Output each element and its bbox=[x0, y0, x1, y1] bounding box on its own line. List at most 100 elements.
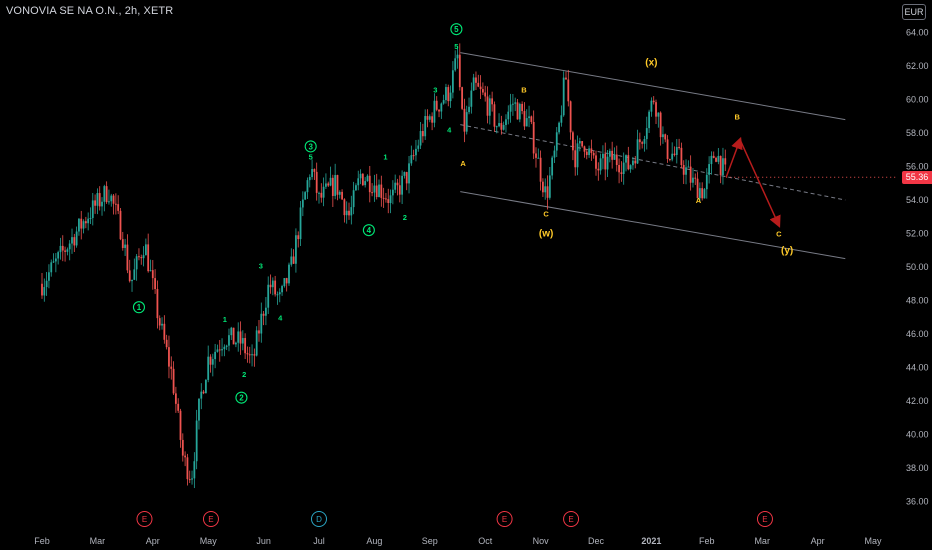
candle-body bbox=[121, 239, 124, 248]
candle-body bbox=[269, 284, 272, 288]
candle-body bbox=[87, 218, 90, 224]
candle-body bbox=[382, 197, 385, 199]
candle-body bbox=[724, 158, 727, 165]
candle-body bbox=[315, 171, 318, 193]
price-axis[interactable]: 64.00 62.00 60.00 58.00 56.00 54.00 52.00 50.00… bbox=[906, 28, 929, 507]
wave-circle bbox=[450, 23, 463, 36]
candle-body bbox=[523, 111, 526, 127]
candle-body bbox=[565, 77, 567, 80]
candle-body bbox=[668, 158, 671, 160]
candle-body bbox=[445, 87, 447, 101]
candle-body bbox=[320, 192, 323, 198]
candle-body bbox=[191, 478, 193, 480]
candle-body bbox=[262, 313, 265, 316]
earnings-event-marker[interactable]: E bbox=[563, 511, 580, 527]
event-letter: E bbox=[208, 515, 213, 524]
candle-body bbox=[387, 199, 390, 203]
candle-body bbox=[168, 347, 170, 367]
wave-label: 2 bbox=[403, 213, 407, 222]
candle-body bbox=[248, 354, 251, 356]
currency-badge[interactable]: EUR bbox=[902, 4, 926, 20]
candle-body bbox=[694, 177, 697, 179]
candle-body bbox=[64, 250, 66, 252]
candle-body bbox=[348, 210, 350, 216]
wave-label: 4 bbox=[367, 226, 372, 235]
candle-body bbox=[378, 184, 380, 198]
candle-body bbox=[48, 272, 50, 281]
candle-body bbox=[211, 359, 214, 365]
candle-body bbox=[525, 118, 528, 127]
candle-body bbox=[276, 294, 279, 296]
candle-body bbox=[343, 199, 346, 216]
event-letter: D bbox=[316, 515, 322, 524]
candle-body bbox=[327, 183, 330, 186]
dividend-event-marker[interactable]: D bbox=[311, 511, 327, 527]
y-tick-label: 46.00 bbox=[906, 329, 929, 339]
candle-body bbox=[304, 192, 307, 200]
candle-body bbox=[599, 158, 602, 171]
candle-body bbox=[479, 86, 482, 90]
candle-body bbox=[666, 139, 669, 159]
earnings-event-marker[interactable]: E bbox=[136, 511, 153, 527]
candle-body bbox=[657, 112, 660, 117]
candle-body bbox=[553, 150, 556, 158]
candle-body bbox=[518, 103, 521, 120]
candle-body bbox=[193, 461, 196, 479]
wave-label: 2 bbox=[239, 394, 244, 403]
y-tick-label: 56.00 bbox=[906, 162, 929, 172]
x-tick-label: Jul bbox=[313, 536, 325, 546]
time-axis[interactable]: Feb Mar Apr May Jun Jul Aug Sep Oct Nov Dec 2021 Feb… bbox=[34, 536, 882, 546]
candle-body bbox=[447, 87, 450, 102]
candle-body bbox=[329, 177, 332, 186]
y-tick-label: 50.00 bbox=[906, 262, 929, 272]
candle-body bbox=[237, 331, 240, 343]
earnings-event-marker[interactable]: E bbox=[496, 511, 513, 527]
candle-body bbox=[484, 92, 487, 97]
candle-body bbox=[576, 143, 579, 168]
candle-body bbox=[228, 335, 230, 346]
y-tick-label: 40.00 bbox=[906, 430, 929, 440]
candle-body bbox=[454, 58, 457, 71]
candle-body bbox=[94, 200, 96, 206]
candle-body bbox=[615, 154, 618, 165]
projection-segment bbox=[725, 136, 743, 178]
candle-body bbox=[50, 262, 53, 273]
x-tick-label: Nov bbox=[533, 536, 550, 546]
candle-body bbox=[195, 420, 198, 462]
candle-body bbox=[595, 155, 597, 169]
candle-body bbox=[198, 398, 200, 421]
candle-body bbox=[548, 175, 551, 198]
candle-body bbox=[318, 192, 320, 194]
wave-label: 5 bbox=[454, 42, 458, 51]
candle-body bbox=[84, 221, 87, 224]
candle-body bbox=[551, 157, 554, 176]
candle-body bbox=[509, 104, 512, 112]
earnings-event-marker[interactable]: E bbox=[202, 511, 219, 527]
candle-body bbox=[301, 199, 304, 208]
candle-body bbox=[163, 323, 166, 340]
candle-body bbox=[558, 122, 560, 133]
candle-body bbox=[449, 92, 452, 102]
candle-body bbox=[385, 198, 387, 200]
candle-body bbox=[602, 153, 604, 159]
wave-label: 1 bbox=[137, 303, 142, 312]
candle-body bbox=[689, 166, 692, 183]
wave-label: B bbox=[735, 112, 741, 121]
earnings-event-marker[interactable]: E bbox=[756, 511, 773, 527]
candle-body bbox=[149, 270, 152, 272]
candle-body bbox=[673, 153, 676, 155]
candle-body bbox=[696, 178, 699, 199]
candle-body bbox=[147, 244, 150, 272]
x-tick-label: Aug bbox=[366, 536, 382, 546]
candle-body bbox=[620, 172, 623, 175]
wave-label: A bbox=[460, 159, 466, 168]
candle-body bbox=[140, 257, 143, 259]
candle-body bbox=[172, 368, 175, 394]
candle-body bbox=[117, 204, 120, 211]
x-tick-label: Mar bbox=[754, 536, 770, 546]
candle-body bbox=[537, 157, 540, 159]
candle-body bbox=[461, 87, 464, 109]
candle-body bbox=[73, 237, 76, 246]
